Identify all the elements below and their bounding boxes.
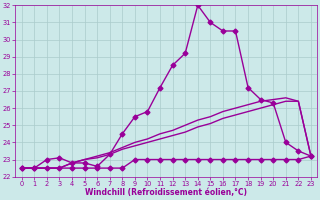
X-axis label: Windchill (Refroidissement éolien,°C): Windchill (Refroidissement éolien,°C) <box>85 188 247 197</box>
